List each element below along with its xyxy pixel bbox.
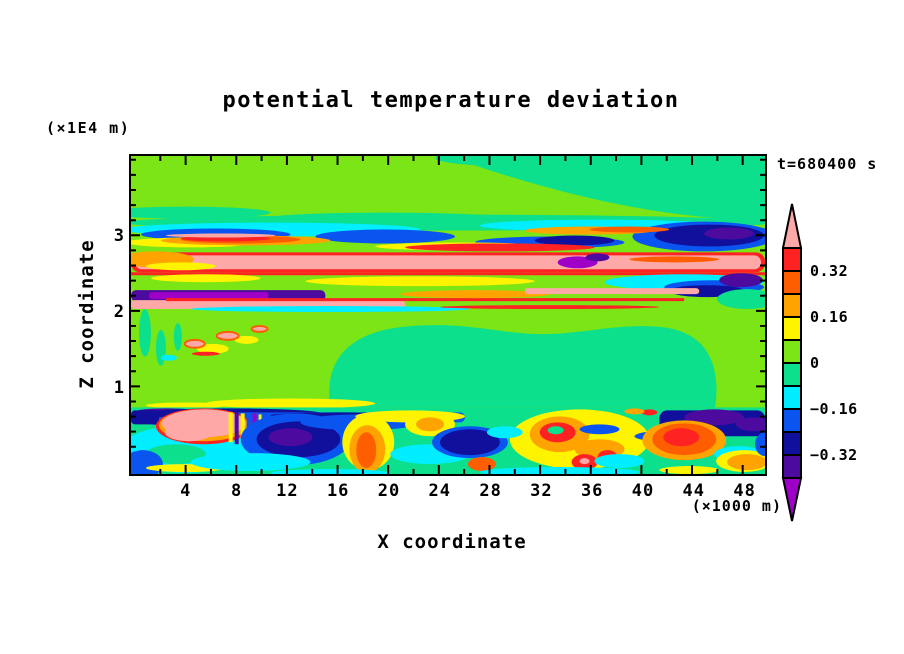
- colorbar-over-arrow: [781, 203, 803, 249]
- inversion-band: [131, 251, 765, 273]
- x-tick-label: 40: [631, 481, 655, 501]
- y-axis-unit-label: (×1E4 m): [46, 119, 131, 137]
- colorbar-label: 0: [810, 354, 820, 372]
- x-axis-title: X coordinate: [377, 531, 527, 553]
- colorbar-segment: [782, 247, 802, 272]
- x-tick-label: 48: [733, 481, 756, 501]
- colorbar-label: 0.32: [810, 262, 848, 280]
- y-tick-label: 2: [113, 301, 124, 322]
- x-tick-label: 4: [180, 481, 192, 501]
- colorbar-label: −0.32: [810, 446, 858, 464]
- colorbar-segment: [782, 454, 802, 479]
- colorbar-label: 0.16: [810, 308, 848, 326]
- colorbar-segment: [782, 431, 802, 456]
- layered-streaks: [131, 272, 765, 313]
- x-tick-label: 44: [682, 481, 706, 501]
- x-axis-unit-label: (×1000 m): [691, 497, 782, 515]
- shear-layer: [131, 214, 765, 252]
- x-tick-label: 12: [276, 481, 299, 501]
- page-title: potential temperature deviation: [222, 88, 680, 113]
- boundary-layer: [131, 407, 765, 474]
- colorbar-segment: [782, 408, 802, 433]
- plot-area: [129, 154, 767, 476]
- colorbar-under-arrow: [781, 477, 803, 522]
- x-tick-label: 36: [580, 481, 604, 501]
- colorbar-segment: [782, 316, 802, 341]
- interior-region: [138, 309, 717, 409]
- y-tick-label: 3: [113, 225, 124, 246]
- colorbar: 0.32 0.16 0 −0.16 −0.32: [781, 203, 858, 522]
- colorbar-segment: [782, 293, 802, 318]
- colorbar-segment: [782, 339, 802, 364]
- contour-field: [131, 156, 765, 474]
- x-tick-label: 8: [230, 481, 243, 501]
- x-tick-label: 20: [377, 481, 401, 501]
- y-axis-title: Z coordinate: [76, 239, 98, 389]
- timestamp-label: t=680400 s: [777, 155, 878, 173]
- colorbar-segment: [782, 270, 802, 295]
- colorbar-segment: [782, 362, 802, 387]
- x-tick-label: 24: [428, 481, 452, 501]
- x-tick-label: 16: [326, 481, 350, 501]
- colorbar-label: −0.16: [810, 400, 858, 418]
- x-tick-label: 32: [530, 481, 553, 501]
- x-tick-label: 28: [479, 481, 502, 501]
- tick-marks: [131, 156, 765, 474]
- y-tick-label: 1: [113, 377, 124, 398]
- colorbar-segment: [782, 385, 802, 410]
- axis-ticks: [131, 156, 765, 474]
